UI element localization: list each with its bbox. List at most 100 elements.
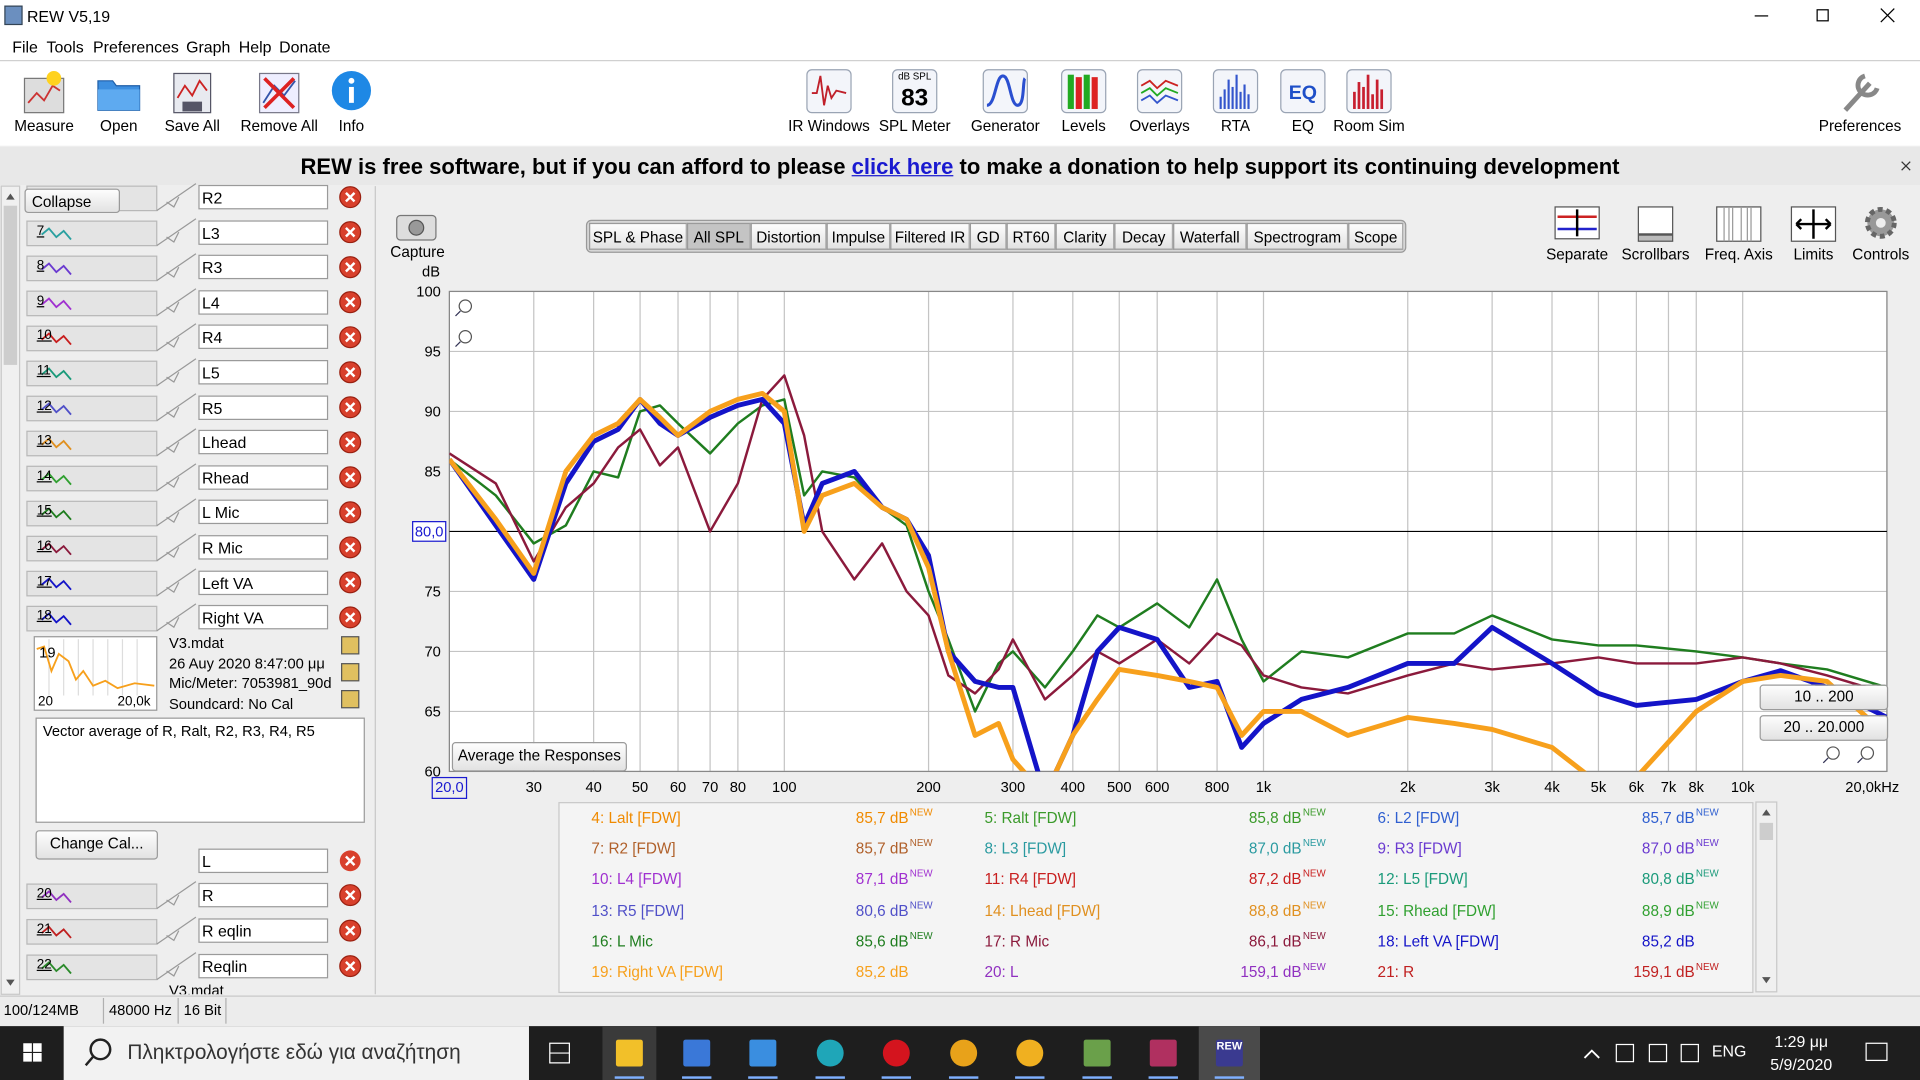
taskbar-app[interactable]	[882, 1039, 910, 1067]
graph-tab[interactable]: Impulse	[826, 222, 891, 250]
legend-label[interactable]: 10: L4 [FDW]	[591, 870, 682, 888]
name-field[interactable]: R3	[198, 254, 329, 280]
capture-button[interactable]: Capture	[390, 243, 445, 261]
graph-tab[interactable]: Decay	[1114, 222, 1174, 250]
legend-label[interactable]: 19: Right VA [FDW]	[591, 963, 724, 981]
toolbar-button[interactable]: Measure	[14, 117, 74, 135]
taskbar-app[interactable]	[1016, 1039, 1044, 1067]
toolbar-button[interactable]: EQ	[1291, 117, 1314, 135]
toolbar-button[interactable]: Open	[100, 117, 138, 135]
menu-item[interactable]: Help	[238, 37, 272, 57]
icon	[1637, 206, 1674, 242]
legend-label[interactable]: 18: Left VA [FDW]	[1377, 933, 1499, 951]
taskbar-app[interactable]	[749, 1039, 777, 1067]
legend-label[interactable]: 9: R3 [FDW]	[1377, 840, 1462, 858]
measurement-number: 10	[36, 328, 52, 344]
legend-label[interactable]: 8: L3 [FDW]	[984, 840, 1067, 858]
toolbar-button[interactable]: Save All	[164, 117, 220, 135]
taskbar-app[interactable]	[1083, 1039, 1111, 1067]
legend-label[interactable]: 15: Rhead [FDW]	[1377, 902, 1496, 920]
icon-arrows	[1795, 209, 1832, 239]
legend-label[interactable]: 12: L5 [FDW]	[1377, 870, 1468, 888]
legend-label[interactable]: 5: Ralt [FDW]	[984, 809, 1077, 827]
icon	[806, 69, 852, 114]
toolbar-button[interactable]: SPL Meter	[878, 117, 951, 135]
language[interactable]: ENG	[1711, 1042, 1747, 1061]
legend-label[interactable]: 20: L	[984, 963, 1019, 981]
graph-tool[interactable]: Controls	[1852, 246, 1910, 264]
name-field[interactable]: R eqlin	[198, 918, 329, 943]
menu-item[interactable]: Graph	[186, 37, 231, 57]
legend-label[interactable]: 7: R2 [FDW]	[591, 840, 676, 858]
name-field[interactable]: L3	[198, 219, 329, 245]
legend-label[interactable]: 14: Lhead [FDW]	[984, 902, 1101, 920]
name-field[interactable]: Right VA	[198, 605, 329, 630]
menu-item[interactable]: Donate	[279, 37, 331, 57]
name-field[interactable]: Reqlin	[198, 953, 329, 979]
taskbar-app[interactable]	[816, 1039, 844, 1067]
toolbar-button[interactable]: IR Windows	[788, 117, 870, 135]
graph-tab[interactable]: Clarity	[1055, 222, 1115, 250]
name-field[interactable]: L4	[198, 289, 329, 315]
donate-link[interactable]: click here	[851, 154, 954, 179]
name-field[interactable]: L Mic	[198, 500, 329, 525]
average-button[interactable]: Average the Responses	[451, 742, 627, 772]
name-field[interactable]: L5	[198, 360, 329, 385]
graph-tab[interactable]: Spectrogram	[1246, 222, 1349, 250]
toolbar-button[interactable]: Info	[338, 117, 365, 135]
change-cal-button[interactable]: Change Cal...	[35, 830, 158, 860]
taskbar-app[interactable]	[1149, 1039, 1177, 1067]
graph-tool[interactable]: Scrollbars	[1621, 246, 1690, 264]
taskbar-app[interactable]	[1215, 1039, 1243, 1067]
toolbar-button[interactable]: Room Sim	[1333, 117, 1405, 135]
graph-tab[interactable]: GD	[969, 222, 1007, 250]
legend-label[interactable]: 21: R	[1377, 963, 1415, 981]
toolbar-button[interactable]: Generator	[970, 117, 1040, 135]
legend-label[interactable]: 17: R Mic	[984, 933, 1050, 951]
toolbar-button[interactable]: Remove All	[240, 117, 318, 135]
name-field[interactable]: Rhead	[198, 465, 329, 490]
search-box[interactable]	[63, 1026, 529, 1080]
name-field[interactable]: R4	[198, 324, 329, 350]
app-icon	[4, 5, 23, 26]
collapse-button[interactable]: Collapse	[24, 188, 121, 214]
graph-tab[interactable]: All SPL	[686, 222, 751, 250]
name-field[interactable]: R2	[198, 184, 329, 210]
graph-tool[interactable]: Separate	[1546, 246, 1609, 264]
menu-item[interactable]: Preferences	[93, 37, 179, 57]
graph-tool[interactable]: Limits	[1793, 246, 1834, 264]
thumbnail-trace	[41, 925, 72, 939]
taskbar-app[interactable]	[615, 1039, 643, 1067]
graph-tool[interactable]: Freq. Axis	[1704, 246, 1773, 264]
legend-label[interactable]: 6: L2 [FDW]	[1377, 809, 1460, 827]
graph-tab[interactable]: Scope	[1348, 222, 1404, 250]
graph-tab[interactable]: SPL & Phase	[588, 222, 687, 250]
toolbar-button[interactable]: Levels	[1061, 117, 1106, 135]
range-button[interactable]: 10 .. 200	[1759, 684, 1889, 711]
legend-label[interactable]: 4: Lalt [FDW]	[591, 809, 681, 827]
name-field[interactable]: R Mic	[198, 535, 329, 560]
legend-label[interactable]: 16: L Mic	[591, 933, 653, 951]
name-field[interactable]: L	[198, 848, 329, 874]
search-handle	[84, 1055, 94, 1067]
name-field[interactable]: R5	[198, 395, 329, 420]
toolbar-button[interactable]: Overlays	[1129, 117, 1190, 135]
menu-item[interactable]: Tools	[46, 37, 84, 57]
rew-taskbar-label[interactable]: REW	[1216, 1039, 1243, 1052]
range-button[interactable]: 20 .. 20.000	[1759, 715, 1889, 741]
taskbar-app[interactable]	[683, 1039, 711, 1067]
toolbar-button[interactable]: Preferences	[1818, 117, 1902, 135]
taskbar-app[interactable]	[950, 1039, 978, 1067]
legend-label[interactable]: 11: R4 [FDW]	[984, 870, 1077, 888]
graph-tab[interactable]: Distortion	[750, 222, 827, 250]
menu-item[interactable]: File	[12, 37, 38, 57]
graph-tab[interactable]: RT60	[1006, 222, 1056, 250]
legend-label[interactable]: 13: R5 [FDW]	[591, 902, 685, 920]
graph-tab[interactable]: Waterfall	[1173, 222, 1247, 250]
toolbar-button[interactable]: RTA	[1220, 117, 1251, 135]
restore	[1816, 9, 1829, 22]
name-field[interactable]: R	[198, 882, 329, 908]
name-field[interactable]: Lhead	[198, 430, 329, 455]
name-field[interactable]: Left VA	[198, 570, 329, 595]
graph-tab[interactable]: Filtered IR	[890, 222, 970, 250]
